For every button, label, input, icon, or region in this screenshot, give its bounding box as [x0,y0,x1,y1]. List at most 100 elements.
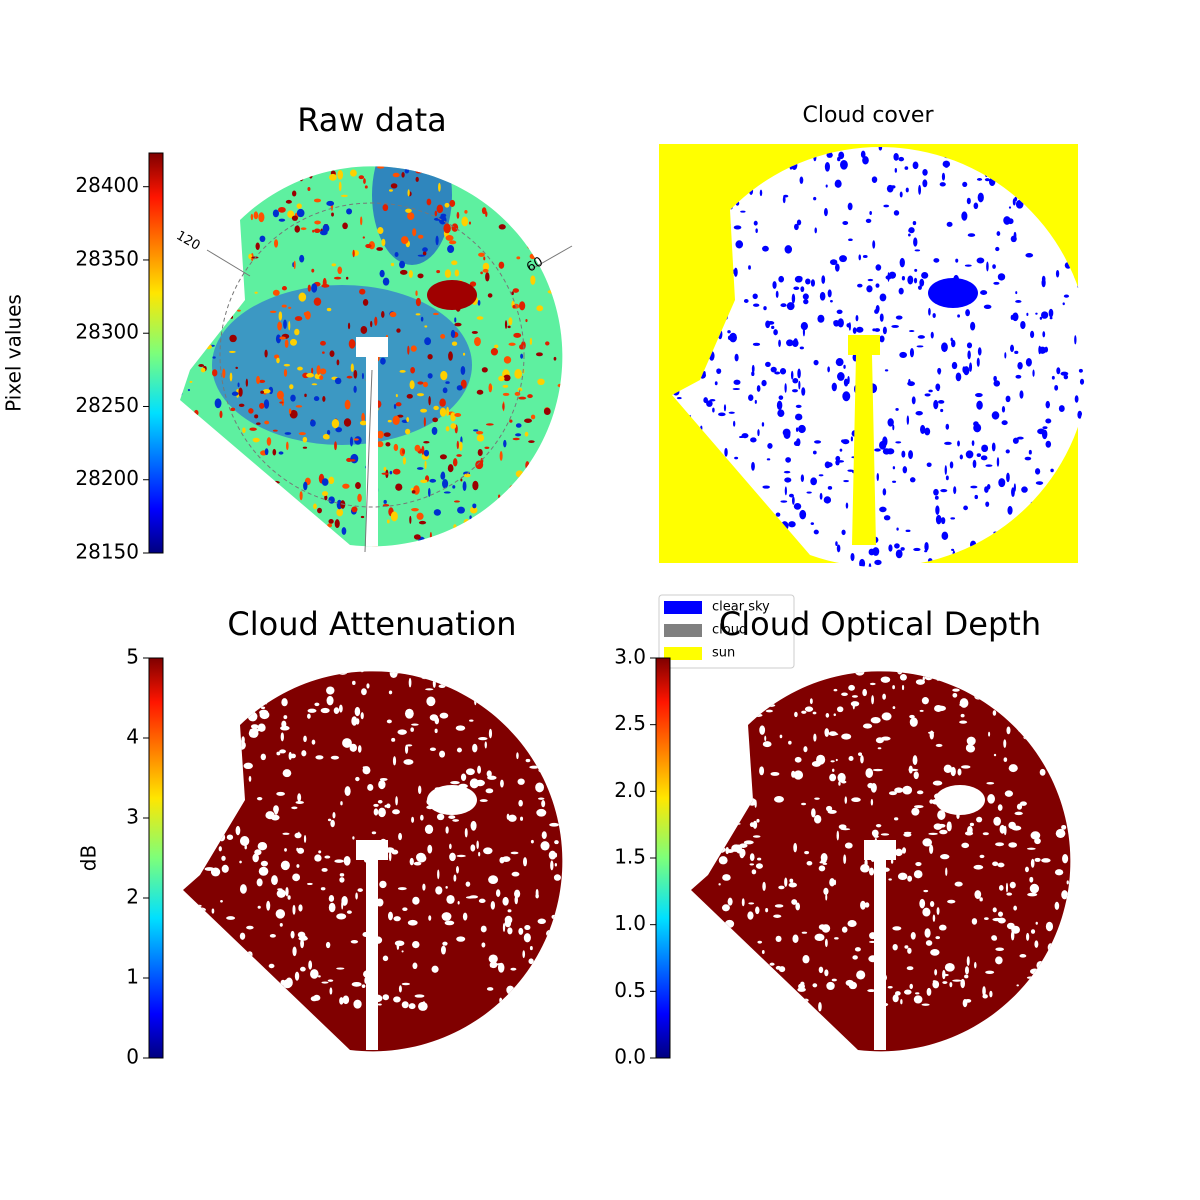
pixel-speck [196,476,202,480]
cloud-speck [805,278,811,285]
pixel-speck [389,470,393,475]
panel-title: Cloud Optical Depth [719,605,1041,643]
cloud-speck [915,410,923,416]
cloud-speck [1019,390,1024,399]
clear-speck [300,939,305,949]
cloud-speck [795,438,801,447]
pixel-speck [548,224,555,228]
clear-speck [292,904,296,915]
pixel-speck [353,385,357,393]
cloud-speck [941,172,946,181]
pixel-speck [416,467,424,470]
clear-speck [504,915,513,925]
clear-speck [308,960,313,970]
clear-speck [907,875,913,882]
cloud-speck [912,161,919,170]
pixel-speck [432,417,439,423]
pixel-speck [197,153,199,160]
clear-speck [718,767,726,776]
cloud-speck [793,286,800,291]
pixel-speck [291,215,298,221]
pixel-speck [225,227,228,233]
cloud-speck [712,407,715,413]
cloud-speck [1010,344,1014,353]
clear-speck [864,902,870,908]
clear-speck [804,851,810,855]
clear-speck [843,854,847,864]
cloud-speck [752,342,761,346]
cloud-speck [926,462,932,467]
cloud-speck [1004,352,1007,359]
clear-speck [373,803,379,807]
clear-speck [361,647,369,655]
clear-speck [818,1001,822,1012]
clear-speck [226,834,234,840]
clear-speck [523,933,531,943]
cloud-speck [878,146,883,151]
panel-title: Raw data [297,101,447,139]
clear-speck [775,935,782,942]
clear-speck [209,837,219,845]
clear-speck [339,997,344,1005]
clear-speck [862,688,868,697]
cloud-speck [972,459,977,469]
cloud-speck [792,339,799,348]
cloud-speck [783,430,791,439]
clear-speck [440,945,446,955]
clear-speck [314,702,320,707]
pixel-speck [242,427,246,434]
clear-speck [181,645,187,652]
clear-speck [809,698,813,705]
clear-speck [833,645,838,649]
clear-speck [378,807,386,818]
clear-speck [582,991,586,994]
clear-speck [922,676,925,681]
clear-speck [1073,758,1077,764]
cloud-speck [751,364,755,374]
cloud-speck [827,289,832,298]
clear-speck [812,983,818,988]
cloud-speck [976,178,983,181]
pixel-speck [360,216,363,226]
cloud-speck [1025,253,1034,258]
clear-speck [495,889,501,897]
pixel-speck [245,378,248,387]
clear-speck [246,957,255,964]
clear-speck [442,941,448,946]
pixel-speck [348,561,352,567]
clear-speck [1023,735,1031,740]
clear-speck [464,827,468,838]
clear-speck [355,892,358,900]
clear-speck [428,915,432,921]
cloud-speck [841,439,846,443]
cloud-speck [1074,335,1077,345]
pixel-speck [507,159,512,166]
clear-speck [825,893,828,901]
clear-speck [987,794,995,804]
pixel-speck [168,376,176,378]
pixel-speck [571,558,574,565]
pixel-speck [524,214,531,223]
pixel-speck [420,408,428,413]
pixel-speck [358,175,365,180]
clear-speck [276,791,285,796]
clear-speck [183,771,187,776]
clear-speck [351,716,358,726]
clear-speck [256,796,263,801]
clear-speck [373,808,379,816]
pixel-speck [307,284,311,292]
clear-speck [185,827,189,834]
pixel-speck [552,532,556,538]
pixel-speck [237,309,241,312]
cloud-speck [879,506,887,513]
pixel-speck [183,168,188,177]
cloud-speck [991,411,1000,420]
pixel-speck [452,485,456,489]
clear-speck [794,711,798,718]
clear-speck [824,969,829,977]
clear-speck [765,703,776,707]
pixel-speck [337,266,343,275]
cloud-speck [778,275,785,283]
cloud-speck [934,495,939,500]
clear-speck [170,972,177,979]
